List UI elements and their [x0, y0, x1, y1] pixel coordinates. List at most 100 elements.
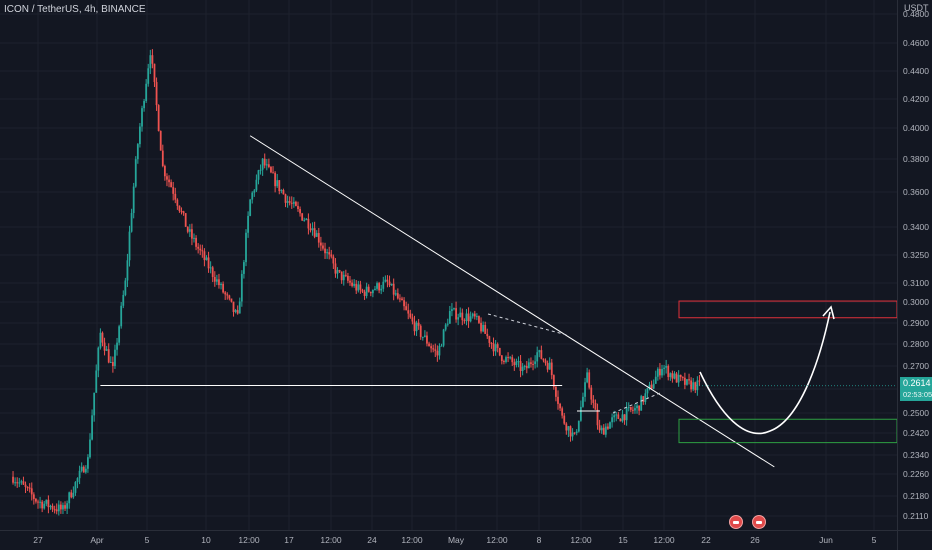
dashed-pattern-line[interactable]: [487, 313, 568, 336]
candle-body: [116, 342, 118, 350]
price-unit-label: USDT: [904, 3, 929, 13]
candle-body: [182, 211, 185, 214]
candle-body: [540, 350, 543, 359]
price-tick-label: 0.2420: [903, 428, 929, 438]
candle-body: [91, 415, 93, 440]
candle-body: [89, 439, 91, 458]
candle-body: [130, 213, 133, 232]
price-axis[interactable]: 0.4800 0.4600 0.4400 0.4200 0.4000 0.3800 0.36…: [897, 0, 930, 550]
candle-body: [367, 286, 370, 292]
candle-body: [513, 362, 516, 366]
candle-body: [644, 393, 647, 402]
candle-body: [328, 252, 331, 255]
candle-body: [95, 370, 98, 393]
candle-body: [303, 219, 306, 221]
candle-body: [611, 417, 613, 423]
candle-body: [619, 418, 622, 422]
candle-body: [557, 396, 559, 404]
candle-body: [559, 403, 561, 409]
candle-body: [301, 213, 304, 221]
candle-body: [226, 294, 229, 296]
event-flag-icon[interactable]: [752, 515, 766, 529]
descending-trendline[interactable]: [249, 135, 775, 468]
candle-body: [615, 414, 618, 416]
price-tick-label: 0.4600: [903, 38, 929, 48]
time-tick-label: Jun: [819, 535, 833, 545]
candle-body: [145, 83, 148, 101]
candle-body: [191, 229, 193, 239]
candle-body: [696, 380, 699, 391]
candle-body: [253, 190, 256, 193]
time-axis[interactable]: 27 Apr 5 10 12:00 17 12:00 24 12:00 May 12:00 8 12:0…: [0, 530, 932, 546]
candle-body: [213, 276, 216, 282]
projection-curve[interactable]: [699, 311, 831, 435]
candle-body: [536, 352, 539, 362]
time-tick-label: 12:00: [238, 535, 260, 545]
candle-body: [588, 372, 591, 388]
candle-body: [688, 379, 690, 381]
candle-body: [215, 279, 218, 282]
candle-body: [184, 213, 187, 227]
event-flag-icon[interactable]: [729, 515, 743, 529]
price-tick-label: 0.3000: [903, 297, 929, 307]
candle-body: [361, 289, 364, 292]
candle-body: [292, 201, 295, 204]
candle-body: [681, 377, 684, 379]
candle-body: [122, 294, 125, 306]
candle-body: [415, 322, 418, 332]
candle-body: [286, 201, 289, 203]
candle-body: [550, 362, 553, 376]
candle-body: [444, 324, 447, 330]
candle-body: [521, 366, 524, 372]
dashed-pattern-line[interactable]: [612, 392, 661, 414]
candle-body: [690, 380, 693, 390]
candle-body: [596, 409, 599, 426]
candle-body: [311, 228, 314, 231]
candle-body: [538, 350, 541, 353]
price-tick-label: 0.3250: [903, 250, 929, 260]
candle-body: [490, 342, 493, 344]
candle-body: [324, 248, 326, 254]
price-tick-label: 0.2700: [903, 361, 929, 371]
candle-body: [57, 504, 60, 512]
candle-body: [636, 405, 638, 409]
candle-body: [120, 305, 123, 327]
candle-body: [251, 192, 254, 200]
time-tick-label: 24: [367, 535, 377, 545]
candle-body: [317, 233, 320, 243]
candle-body: [257, 170, 260, 180]
candle-body: [365, 286, 368, 296]
candle-body: [218, 279, 220, 286]
candle-body: [74, 482, 77, 493]
candle-body: [665, 366, 668, 368]
candle-body: [355, 283, 358, 291]
price-tick-label: 0.2340: [903, 450, 929, 460]
candle-body: [39, 501, 41, 503]
time-tick-label: 12:00: [320, 535, 342, 545]
candle-body: [313, 228, 316, 237]
candle-body: [613, 415, 616, 418]
candle-body: [261, 158, 264, 170]
candle-body: [22, 481, 25, 485]
candle-body: [627, 407, 630, 409]
resistance-zone-box[interactable]: [678, 300, 898, 319]
candle-body: [423, 335, 426, 337]
time-tick-label: 12:00: [653, 535, 675, 545]
candle-body: [322, 245, 324, 249]
candle-body: [661, 368, 663, 376]
candle-body: [124, 280, 127, 295]
support-zone-box[interactable]: [678, 418, 898, 444]
symbol-header[interactable]: ICON / TetherUS, 4h, BINANCE: [4, 4, 146, 15]
candle-body: [503, 361, 505, 363]
candle-body: [155, 82, 158, 106]
candle-body: [386, 279, 389, 282]
candle-body: [245, 232, 247, 263]
candle-body: [465, 313, 468, 322]
candle-body: [272, 172, 274, 174]
candle-body: [532, 363, 534, 365]
time-tick-label: 5: [145, 535, 150, 545]
candle-body: [629, 407, 632, 410]
candle-body: [55, 509, 58, 512]
candle-body: [78, 470, 81, 479]
